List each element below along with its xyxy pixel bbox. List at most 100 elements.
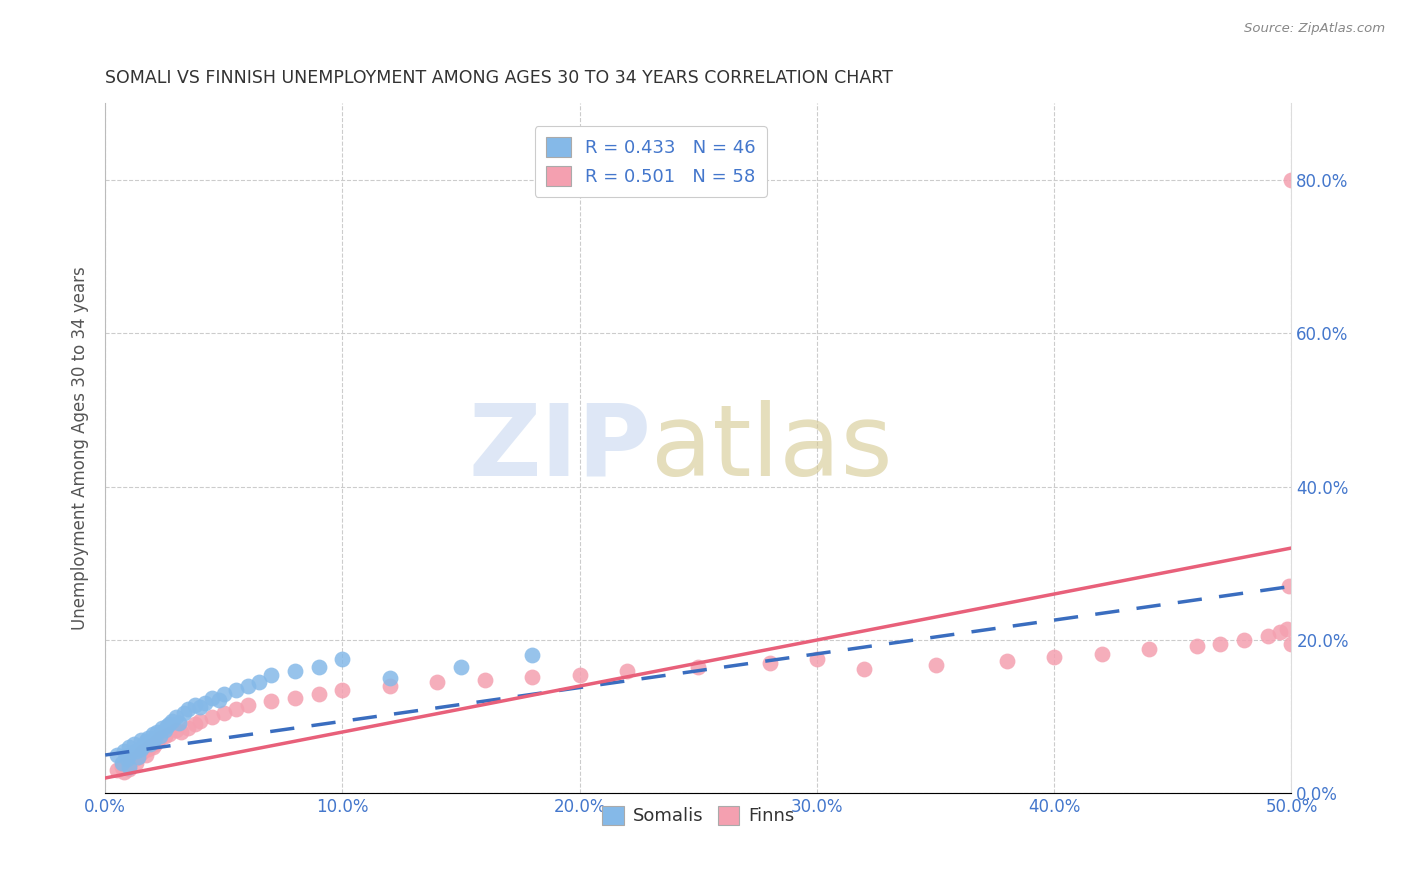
Y-axis label: Unemployment Among Ages 30 to 34 years: Unemployment Among Ages 30 to 34 years <box>72 267 89 631</box>
Point <box>160 714 183 728</box>
Point <box>143 731 166 746</box>
Point <box>153 729 176 743</box>
Point <box>153 723 176 738</box>
Text: SOMALI VS FINNISH UNEMPLOYMENT AMONG AGES 30 TO 34 YEARS CORRELATION CHART: SOMALI VS FINNISH UNEMPLOYMENT AMONG AGE… <box>105 69 893 87</box>
Point <box>184 717 207 731</box>
Point <box>157 726 180 740</box>
Point <box>115 752 138 766</box>
Point <box>758 656 780 670</box>
Legend: Somalis, Finns: Somalis, Finns <box>595 799 801 832</box>
Point <box>127 749 149 764</box>
Point <box>995 655 1018 669</box>
Point <box>150 721 173 735</box>
Point <box>129 747 152 761</box>
Point <box>806 652 828 666</box>
Point <box>284 664 307 678</box>
Point <box>165 723 187 738</box>
Point <box>236 698 259 713</box>
Point <box>1185 639 1208 653</box>
Point <box>522 670 544 684</box>
Point <box>188 714 211 728</box>
Point <box>118 747 141 762</box>
Point <box>474 673 496 687</box>
Point <box>118 762 141 776</box>
Point <box>139 737 162 751</box>
Point <box>212 706 235 720</box>
Point <box>118 759 141 773</box>
Point <box>157 717 180 731</box>
Point <box>1281 637 1303 651</box>
Point <box>378 679 401 693</box>
Point <box>616 664 638 678</box>
Point <box>853 662 876 676</box>
Point <box>1278 579 1301 593</box>
Point <box>112 764 135 779</box>
Point <box>260 694 283 708</box>
Point <box>1275 622 1298 636</box>
Point <box>125 744 148 758</box>
Point <box>450 660 472 674</box>
Point <box>125 756 148 770</box>
Point <box>165 709 187 723</box>
Point <box>332 652 354 666</box>
Point <box>132 739 155 753</box>
Point <box>105 764 128 778</box>
Point <box>568 667 591 681</box>
Point <box>924 657 946 672</box>
Point <box>120 754 142 768</box>
Point <box>1268 625 1291 640</box>
Point <box>188 700 211 714</box>
Point <box>139 739 162 753</box>
Point <box>1091 647 1114 661</box>
Point <box>426 675 449 690</box>
Point <box>184 698 207 713</box>
Point <box>118 757 141 772</box>
Point <box>127 749 149 764</box>
Point <box>201 709 224 723</box>
Point <box>167 715 190 730</box>
Point <box>129 742 152 756</box>
Point <box>142 734 165 748</box>
Point <box>1209 637 1232 651</box>
Point <box>111 759 134 773</box>
Point <box>1043 649 1066 664</box>
Point <box>105 747 128 762</box>
Point <box>135 747 157 762</box>
Point <box>225 702 247 716</box>
Point <box>115 756 138 770</box>
Point <box>249 675 271 690</box>
Point <box>122 752 145 766</box>
Point <box>118 740 141 755</box>
Point <box>225 682 247 697</box>
Point <box>236 679 259 693</box>
Point <box>111 756 134 770</box>
Point <box>146 725 169 739</box>
Point <box>308 660 330 674</box>
Point <box>332 682 354 697</box>
Point <box>194 696 217 710</box>
Point <box>143 737 166 751</box>
Point <box>136 731 159 746</box>
Point <box>136 742 159 756</box>
Point <box>1137 642 1160 657</box>
Point <box>308 687 330 701</box>
Text: Source: ZipAtlas.com: Source: ZipAtlas.com <box>1244 22 1385 36</box>
Point <box>212 687 235 701</box>
Text: ZIP: ZIP <box>468 400 651 497</box>
Point <box>1281 173 1303 187</box>
Point <box>1257 629 1279 643</box>
Point <box>149 729 172 743</box>
Point <box>284 690 307 705</box>
Point <box>1233 633 1256 648</box>
Point <box>208 693 231 707</box>
Point <box>201 690 224 705</box>
Point <box>522 648 544 663</box>
Point <box>177 721 200 735</box>
Point <box>142 740 165 755</box>
Point <box>146 734 169 748</box>
Point <box>135 734 157 748</box>
Point <box>170 725 193 739</box>
Point <box>142 726 165 740</box>
Point <box>112 744 135 758</box>
Point <box>149 731 172 746</box>
